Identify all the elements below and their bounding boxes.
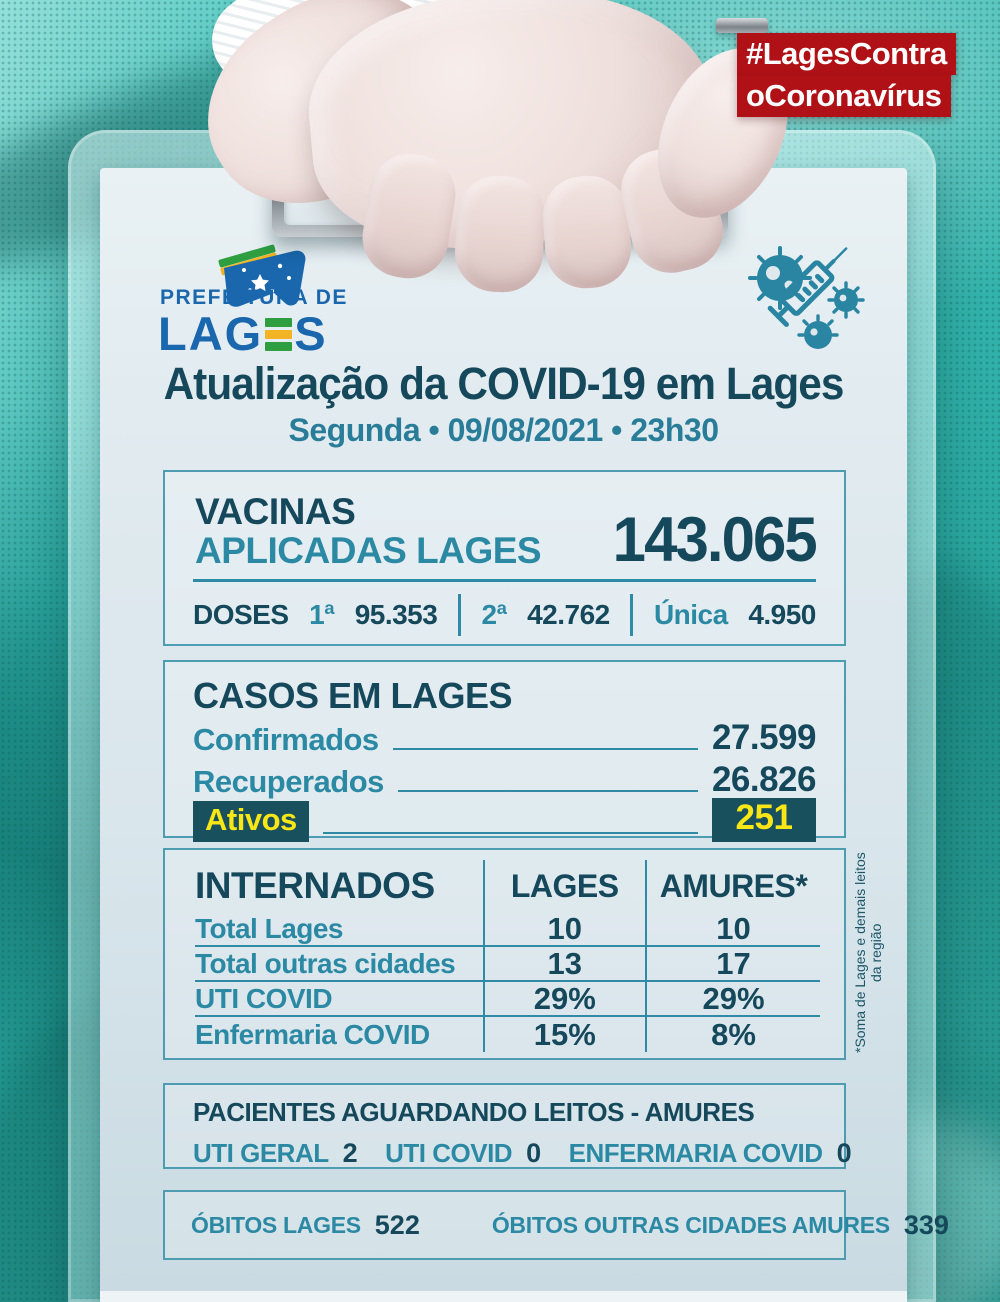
leader-line [392,747,698,750]
case-label: Recuperados [193,763,384,799]
dose1-label: 1ª [309,599,335,630]
dose-unica-label: Única [653,599,728,630]
doses-row: DOSES 1ª 95.353 2ª 42.762 Única 4.950 [193,592,816,638]
vaccines-box: VACINAS APLICADAS LAGES 143.065 DOSES 1ª… [163,470,846,646]
deaths-value: 339 [903,1209,949,1240]
cell-value: 10 [645,911,820,947]
deaths-value: 522 [374,1209,420,1240]
column-header-amures: AMURES* [645,860,820,912]
vaccines-total-value: 143.065 [612,505,818,575]
waiting-label: UTI GERAL [193,1137,329,1168]
hashtag-line-1: #LagesContra [737,33,956,75]
cell-value: 17 [645,946,820,982]
cases-box: CASOS EM LAGES Confirmados 27.599 Recupe… [163,660,846,842]
doses-label: DOSES [193,599,289,630]
hospitalized-table: INTERNADOS LAGES AMURES* Total Lages 10 … [195,860,820,1052]
divider-line [193,579,816,582]
waiting-label: UTI COVID [385,1137,513,1168]
deaths-box: ÓBITOS LAGES 522 ÓBITOS OUTRAS CIDADES A… [163,1190,949,1260]
case-row-ativos: Ativos 251 [193,798,816,842]
row-label: Total outras cidades [195,948,483,982]
case-label-highlight: Ativos [193,800,309,842]
row-label: Total Lages [195,913,483,947]
waiting-row: UTI GERAL 2 UTI COVID 0 ENFERMARIA COVID… [193,1136,852,1170]
vaccines-title-line1: VACINAS [195,491,356,532]
waiting-value: 2 [342,1137,358,1168]
waiting-beds-box: PACIENTES AGUARDANDO LEITOS - AMURES UTI… [163,1083,852,1170]
paper-edge [100,1291,907,1302]
case-value: 27.599 [711,718,817,758]
lages-flag-icon [218,244,306,307]
table-title: INTERNADOS [195,865,435,906]
cases-title: CASOS EM LAGES [193,675,513,716]
deaths-label: ÓBITOS OUTRAS CIDADES AMURES [491,1211,890,1238]
gloved-hand [170,0,814,295]
hashtag-line-2: oCoronavírus [737,75,951,117]
case-row-confirmados: Confirmados 27.599 [193,716,817,758]
case-value: 26.826 [711,760,817,800]
campaign-hashtag-badge: #LagesContra oCoronavírus [737,33,956,117]
dose-unica-value: 4.950 [748,599,816,630]
cell-value: 29% [645,981,820,1017]
vertical-divider [457,594,461,636]
clip-arm [716,18,768,33]
leader-line [397,789,698,792]
case-label: Confirmados [193,721,379,757]
dose2-value: 42.762 [527,599,610,630]
vaccines-title-line2: APLICADAS LAGES [195,530,542,572]
logo-e-bars [265,318,293,351]
cell-value: 8% [645,1017,820,1052]
page-subtitle: Segunda • 09/08/2021 • 23h30 [288,412,719,448]
leader-line [322,831,698,834]
waiting-value: 0 [526,1137,541,1168]
row-label: UTI COVID [195,983,483,1017]
column-header-lages: LAGES [482,860,646,912]
case-value-highlight: 251 [712,798,816,842]
deaths-label: ÓBITOS LAGES [191,1211,361,1238]
dose2-label: 2ª [481,599,507,630]
glove-finger [453,173,547,295]
row-label: Enfermaria COVID [195,1018,430,1050]
cell-value: 15% [482,1017,646,1052]
glove-finger [540,173,634,291]
cell-value: 29% [482,981,645,1017]
waiting-label: ENFERMARIA COVID [568,1137,823,1168]
virus-syringe-icon [748,246,865,349]
dose1-value: 95.353 [354,599,438,630]
waiting-title: PACIENTES AGUARDANDO LEITOS - AMURES [193,1097,755,1127]
cell-value: 10 [482,911,645,947]
vertical-divider [630,594,634,636]
cell-value: 13 [482,946,645,982]
clipboard-paper [100,168,907,1302]
waiting-value: 0 [836,1137,852,1168]
hospitalized-box: INTERNADOS LAGES AMURES* Total Lages 10 … [163,848,846,1060]
logo-text-lages: LAG S [158,307,328,360]
amures-footnote: *Soma de Lages e demais leitos da região [852,852,884,1054]
case-row-recuperados: Recuperados 26.826 [193,758,817,800]
page-title: Atualização da COVID-19 em Lages [163,358,845,409]
logo-text-prefeitura: PREFEITURA DE [160,286,348,309]
vaccines-title: VACINAS APLICADAS LAGES [195,491,542,572]
